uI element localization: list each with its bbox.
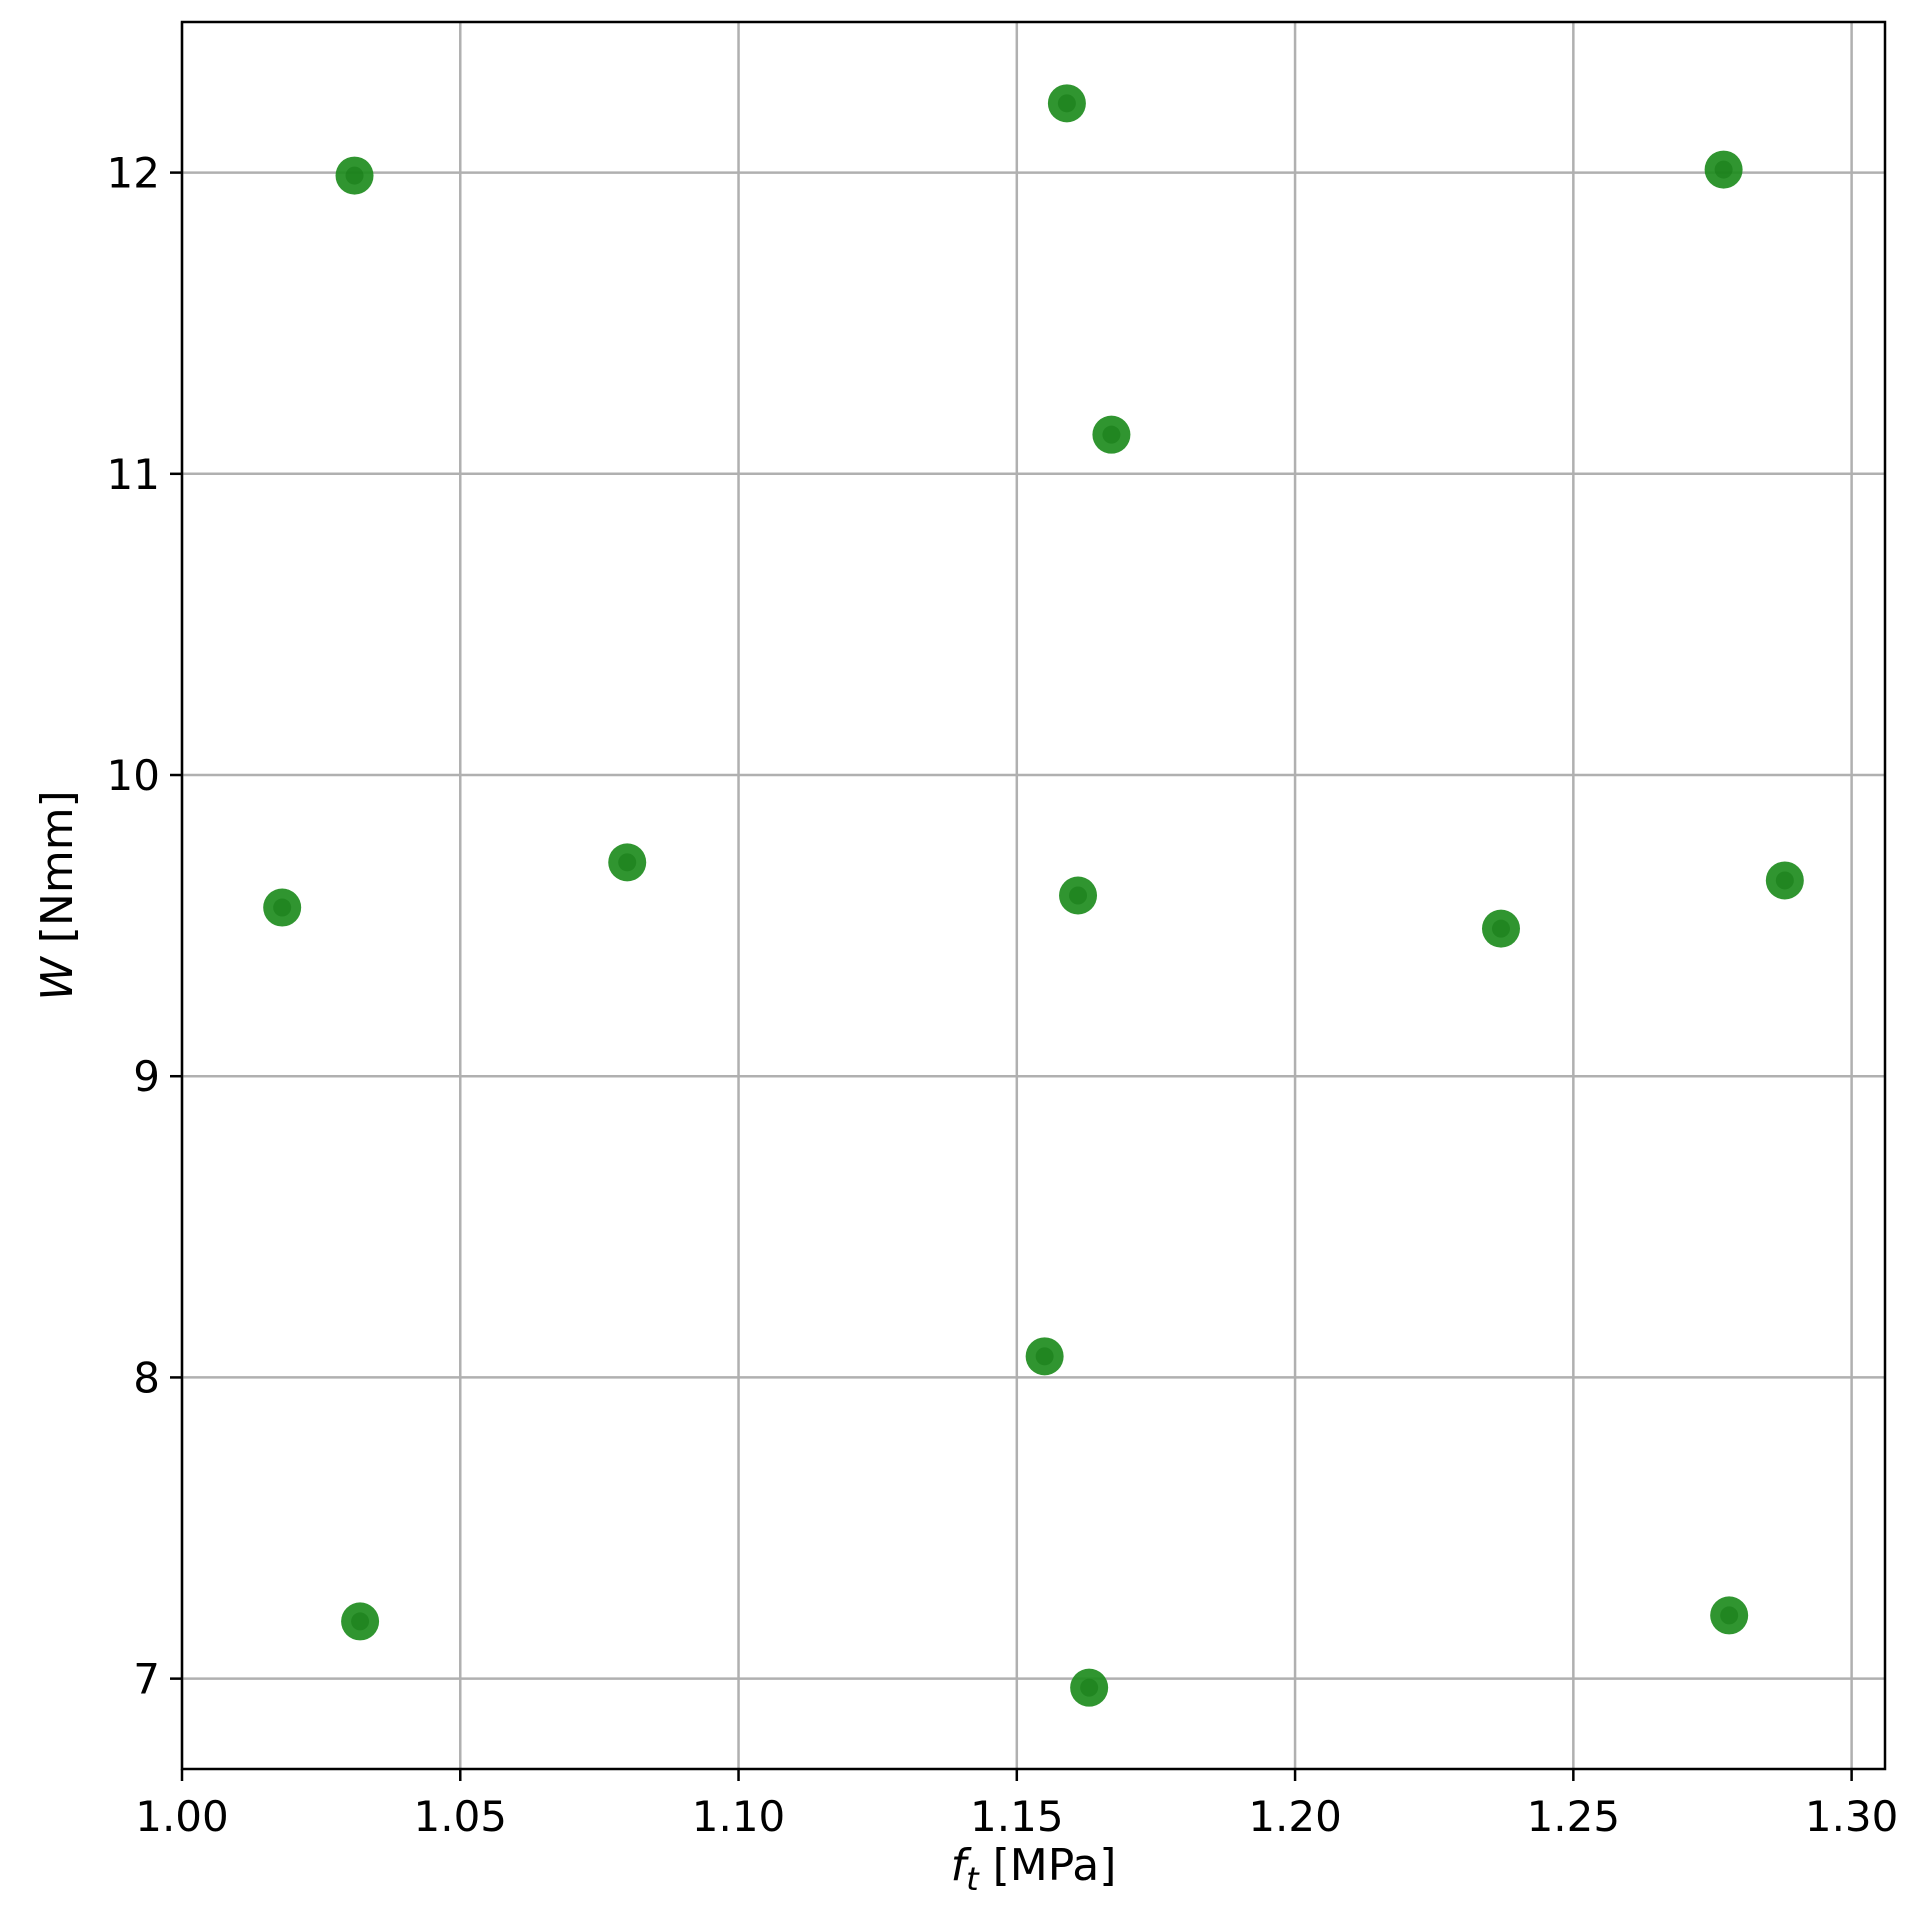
scatter-point-core bbox=[1714, 160, 1733, 179]
x-axis-unit: [MPa] bbox=[979, 1840, 1117, 1891]
scatter-point bbox=[1092, 415, 1131, 454]
x-tick-label: 1.05 bbox=[414, 1792, 508, 1841]
y-tick-label: 9 bbox=[133, 1052, 160, 1101]
scatter-point bbox=[1059, 876, 1098, 915]
y-tick-label: 7 bbox=[133, 1655, 160, 1704]
scatter-point bbox=[1765, 861, 1804, 900]
scatter-point-core bbox=[1775, 871, 1794, 890]
y-tick-label: 12 bbox=[107, 149, 160, 198]
scatter-point-core bbox=[345, 166, 364, 185]
scatter-point-core bbox=[1057, 94, 1076, 113]
x-tick-label: 1.15 bbox=[970, 1792, 1064, 1841]
scatter-point bbox=[1710, 1596, 1749, 1635]
scatter-point-core bbox=[1720, 1606, 1739, 1625]
x-axis-label: ft [MPa] bbox=[951, 1840, 1117, 1898]
scatter-point-core bbox=[1069, 886, 1088, 905]
scatter-point bbox=[608, 843, 647, 882]
grid-layer bbox=[180, 22, 1885, 1769]
scatter-point-core bbox=[351, 1612, 370, 1631]
plot-frame bbox=[180, 20, 1887, 1771]
scatter-point bbox=[335, 156, 374, 195]
scatter-point-core bbox=[273, 898, 292, 917]
x-tick-label: 1.10 bbox=[692, 1792, 786, 1841]
scatter-point bbox=[1025, 1337, 1064, 1376]
scatter-point bbox=[1047, 84, 1086, 123]
y-axis-label: W [Nmm] bbox=[32, 790, 83, 1000]
scatter-point-core bbox=[1080, 1678, 1099, 1697]
y-tick-label: 11 bbox=[107, 450, 160, 499]
scatter-point-core bbox=[1102, 425, 1121, 444]
y-tick-label: 8 bbox=[133, 1353, 160, 1402]
x-tick-label: 1.30 bbox=[1805, 1792, 1899, 1841]
x-axis-subscript: t bbox=[966, 1860, 980, 1898]
scatter-point bbox=[263, 888, 302, 927]
x-tick-label: 1.20 bbox=[1248, 1792, 1342, 1841]
scatter-point-core bbox=[1491, 919, 1510, 938]
scatter-point bbox=[1704, 150, 1743, 189]
scatter-point bbox=[1481, 909, 1520, 948]
scatter-point bbox=[1070, 1668, 1109, 1707]
x-tick-label: 1.25 bbox=[1527, 1792, 1621, 1841]
points-layer bbox=[263, 84, 1804, 1707]
x-tick-label: 1.00 bbox=[135, 1792, 229, 1841]
scatter-point-core bbox=[1035, 1347, 1054, 1366]
y-tick-label: 10 bbox=[107, 751, 160, 800]
ticks-layer: 1.00 1.05 1.10 1.15 1.20 1.25 1.30 7 8 9 10 11 12 bbox=[107, 149, 1899, 1841]
y-axis-symbol: W bbox=[32, 956, 83, 1001]
y-axis-unit: [Nmm] bbox=[32, 790, 83, 957]
scatter-point-core bbox=[618, 853, 637, 872]
scatter-point bbox=[341, 1602, 380, 1641]
